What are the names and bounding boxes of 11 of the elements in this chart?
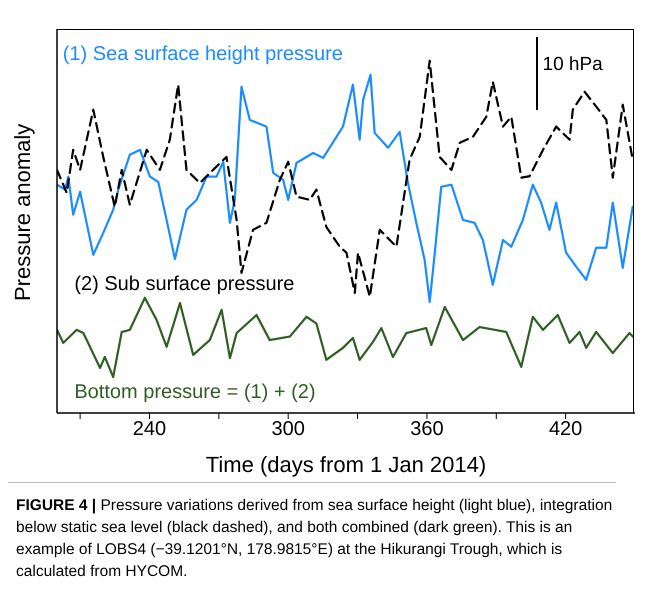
x-tick-label: 360	[410, 418, 444, 440]
series-label: (1) Sea surface height pressure	[62, 42, 343, 66]
caption: FIGURE 4 | Pressure variations derived from sea surface height (light blue), integration below static sea level (black dashed), and both combined (dark green). This is an example of LOBS4 (−39.1201°N, 178.9815°E) at the Hikurangi Trough, which is calculated from HYCOM.	[16, 497, 612, 580]
series-label: Bottom pressure = (1) + (2)	[74, 380, 316, 404]
text: (2) Sub surface pressure	[74, 273, 294, 296]
x-axis-title: Time (days from 1 Jan 2014)	[206, 452, 486, 477]
x-tick-label: 300	[272, 418, 305, 440]
annotation: 10 hPa	[542, 54, 603, 76]
x-tick-label: 420	[548, 418, 582, 440]
y-axis-title: Pressure anomaly	[10, 124, 35, 301]
x-tick-label: 240	[132, 418, 166, 440]
